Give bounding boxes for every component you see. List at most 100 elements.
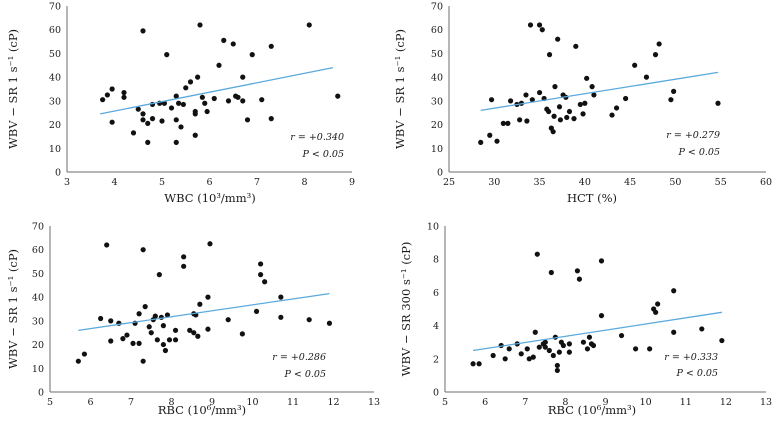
data-point — [546, 347, 552, 354]
x-tick-label: 12 — [327, 397, 339, 408]
data-point — [502, 356, 508, 362]
data-point — [120, 336, 126, 342]
x-axis-title: RBC (10⁶/mm³) — [548, 403, 636, 417]
data-point — [671, 288, 677, 294]
trendline — [78, 292, 330, 331]
data-point — [195, 74, 201, 80]
x-tick-label: 12 — [720, 397, 732, 408]
data-point — [671, 329, 677, 335]
y-tick-label: 60 — [49, 25, 61, 36]
data-point — [278, 294, 284, 300]
data-point — [152, 313, 158, 319]
data-point — [577, 101, 583, 108]
p-value: P < 0.05 — [283, 369, 326, 380]
y-tick-label: 40 — [431, 73, 443, 84]
data-point — [632, 62, 638, 68]
data-point — [580, 339, 587, 345]
data-point — [181, 263, 187, 269]
y-tick-label: 6 — [433, 288, 439, 299]
data-point — [557, 117, 564, 123]
x-tick-label: 7 — [254, 177, 260, 188]
panel-hct: 25 30 35 40 45 50 55 60 0 10 20 30 40 50 60 70 r = +0.… — [393, 2, 772, 206]
data-point — [609, 112, 615, 118]
y-axis-title: WBV − SR 1 s⁻¹ (cP) — [6, 29, 20, 149]
y-tick-label: 20 — [49, 120, 61, 131]
r-value: r = +0.340 — [290, 132, 344, 143]
data-point — [154, 337, 160, 343]
data-point — [181, 254, 187, 260]
data-point — [580, 111, 586, 117]
data-point — [197, 22, 203, 28]
data-point — [136, 311, 142, 317]
data-point — [148, 330, 154, 336]
y-tick-label: 70 — [32, 222, 44, 233]
data-point — [172, 337, 179, 343]
data-point — [506, 346, 512, 352]
y-axis-title: WBV − SR 300 s⁻¹ (cP) — [399, 242, 413, 377]
x-tick-label: 60 — [760, 177, 772, 188]
data-point — [207, 241, 213, 247]
y-axis-title: WBV − SR 1 s⁻¹ (cP) — [393, 29, 407, 149]
data-point — [205, 326, 211, 332]
data-point — [653, 309, 659, 315]
y-tick-label: 10 — [431, 144, 443, 155]
data-point — [100, 97, 106, 103]
x-tick-label: 10 — [640, 397, 652, 408]
data-point — [517, 117, 523, 123]
data-point — [488, 97, 495, 103]
data-point — [191, 330, 197, 336]
data-point — [490, 352, 496, 359]
data-point — [253, 308, 260, 314]
data-point — [121, 89, 127, 96]
data-point — [221, 37, 227, 43]
data-point — [192, 108, 198, 115]
data-point — [571, 116, 577, 122]
x-tick-label: 11 — [680, 397, 692, 408]
data-point — [548, 269, 554, 276]
data-point — [262, 279, 268, 285]
data-point — [536, 89, 543, 96]
x-tick-label: 3 — [64, 177, 70, 188]
data-point — [556, 104, 563, 110]
data-point — [192, 132, 198, 138]
x-tick-label: 55 — [715, 177, 727, 188]
data-point — [699, 326, 705, 332]
data-point — [582, 100, 588, 106]
data-point — [505, 120, 511, 126]
y-tick-labels: 0 10 20 30 40 50 60 70 — [32, 222, 44, 399]
data-point — [145, 120, 151, 126]
data-point — [306, 22, 312, 28]
data-point — [75, 358, 81, 364]
data-point — [204, 108, 210, 115]
x-tick-label: 11 — [287, 397, 299, 408]
data-point — [566, 108, 573, 115]
x-tick-label: 9 — [209, 397, 215, 408]
data-point — [618, 332, 625, 339]
y-tick-label: 70 — [49, 2, 61, 13]
data-point — [164, 52, 170, 58]
data-point — [564, 114, 570, 121]
data-point — [140, 358, 146, 364]
data-point — [149, 116, 156, 122]
data-point — [268, 43, 274, 49]
y-tick-label: 30 — [32, 316, 44, 327]
data-point — [121, 94, 127, 100]
y-tick-label: 30 — [431, 96, 443, 107]
data-point — [195, 333, 201, 339]
x-tick-label: 13 — [760, 397, 772, 408]
y-tick-label: 40 — [49, 73, 61, 84]
data-point — [202, 100, 208, 106]
x-tick-labels: 25 30 35 40 45 50 55 60 — [443, 177, 772, 188]
data-point — [136, 340, 142, 346]
trendline — [100, 67, 334, 115]
data-point — [240, 74, 246, 80]
data-point — [239, 331, 245, 337]
data-point — [168, 105, 175, 111]
data-point — [259, 97, 265, 103]
y-tick-label: 60 — [431, 25, 443, 36]
x-tick-label: 5 — [159, 177, 165, 188]
y-tick-label: 70 — [431, 2, 443, 13]
data-point — [140, 247, 146, 253]
data-point — [249, 52, 255, 58]
data-point — [173, 139, 179, 145]
